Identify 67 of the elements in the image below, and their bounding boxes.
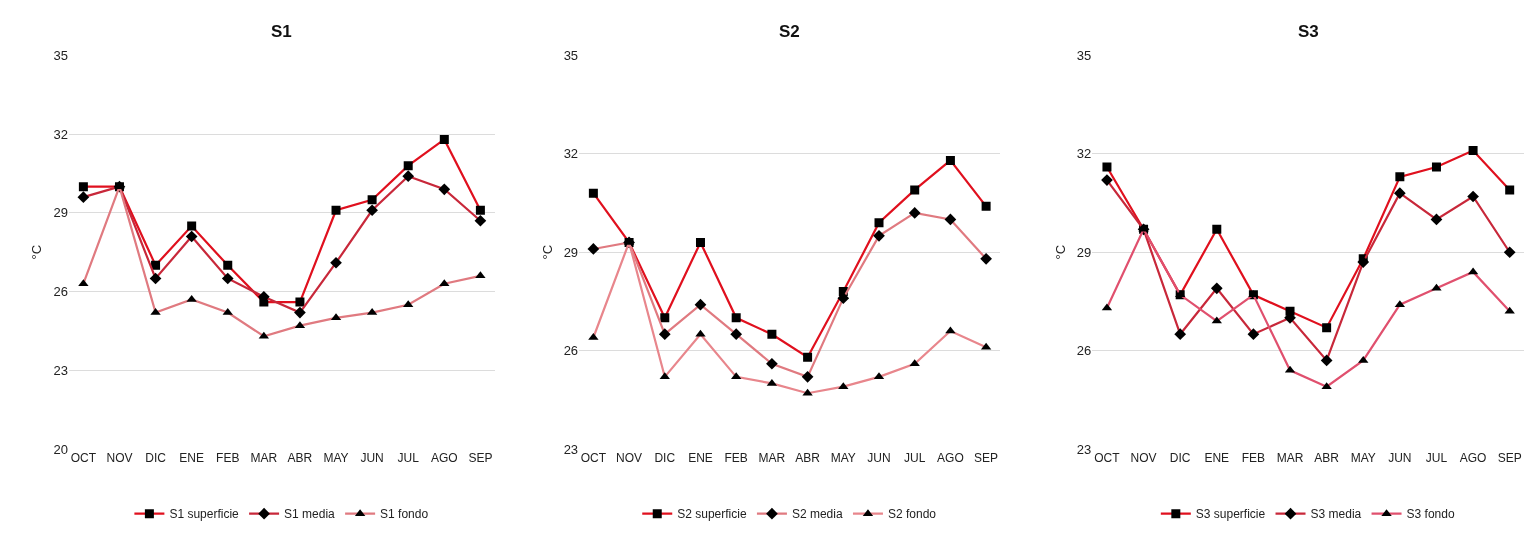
- x-tick-label: MAY: [1350, 450, 1376, 465]
- x-tick-label: ENE: [179, 450, 204, 465]
- x-tick-label: JUN: [360, 450, 384, 465]
- x-tick-label: OCT: [70, 450, 97, 465]
- x-tick-label: NOV: [106, 450, 133, 465]
- y-tick-label: 29: [1076, 244, 1092, 260]
- y-axis-title: °C: [29, 244, 45, 260]
- x-tick-label: SEP: [1497, 450, 1522, 465]
- y-tick-label: 26: [53, 284, 68, 300]
- x-tick-label: DIC: [654, 450, 676, 465]
- legend-label: S1 superficie: [169, 507, 240, 522]
- x-tick-label: DIC: [145, 450, 167, 465]
- x-tick-label: ENE: [688, 450, 713, 465]
- y-tick-label: 20: [53, 441, 68, 457]
- x-tick-label: MAR: [1276, 450, 1304, 465]
- x-tick-label: ABR: [1314, 450, 1340, 465]
- y-tick-label: 23: [1076, 441, 1092, 457]
- y-tick-label: 29: [563, 244, 579, 260]
- chart-title: S2: [779, 22, 800, 41]
- x-tick-label: FEB: [724, 450, 748, 465]
- chart-title: S3: [1298, 22, 1319, 41]
- x-tick-label: JUN: [1388, 450, 1412, 465]
- y-tick-label: 23: [563, 441, 579, 457]
- y-tick-label: 35: [563, 48, 579, 64]
- x-tick-label: JUL: [397, 450, 420, 465]
- x-tick-label: ABR: [287, 450, 313, 465]
- x-tick-label: JUL: [904, 450, 926, 465]
- x-tick-label: FEB: [216, 450, 240, 465]
- x-tick-label: NOV: [1130, 450, 1157, 465]
- legend-label: S3 media: [1310, 507, 1362, 522]
- y-tick-label: 26: [1076, 343, 1092, 359]
- x-tick-label: AGO: [937, 450, 964, 465]
- legend-label: S2 superficie: [677, 507, 747, 522]
- x-tick-label: NOV: [616, 450, 643, 465]
- legend-label: S1 media: [284, 507, 336, 522]
- x-tick-label: ABR: [795, 450, 821, 465]
- legend-label: S3 superficie: [1195, 507, 1266, 522]
- x-tick-label: MAR: [758, 450, 786, 465]
- legend-label: S3 fondo: [1406, 507, 1455, 522]
- y-tick-label: 32: [1076, 146, 1092, 162]
- y-axis-title: °C: [1052, 244, 1068, 260]
- y-tick-label: 32: [563, 146, 579, 162]
- x-tick-label: MAY: [830, 450, 856, 465]
- x-tick-label: JUN: [867, 450, 891, 465]
- y-tick-label: 32: [53, 126, 68, 142]
- y-axis-title: °C: [539, 244, 555, 260]
- legend-label: S1 fondo: [380, 507, 429, 522]
- x-tick-label: MAR: [250, 450, 278, 465]
- legend-label: S2 media: [791, 507, 843, 522]
- x-tick-label: SEP: [468, 450, 493, 465]
- y-tick-label: 26: [563, 343, 579, 359]
- x-tick-label: OCT: [1094, 450, 1121, 465]
- y-tick-label: 35: [53, 48, 68, 64]
- chart-title: S1: [271, 22, 292, 41]
- x-tick-label: FEB: [1241, 450, 1266, 465]
- x-tick-label: AGO: [1459, 450, 1487, 465]
- y-tick-label: 35: [1076, 48, 1092, 64]
- x-tick-label: SEP: [974, 450, 999, 465]
- y-tick-label: 29: [53, 205, 68, 221]
- legend-label: S2 fondo: [887, 507, 937, 522]
- x-tick-label: MAY: [323, 450, 349, 465]
- y-tick-label: 23: [53, 362, 68, 378]
- x-tick-label: JUL: [1425, 450, 1448, 465]
- x-tick-label: OCT: [580, 450, 607, 465]
- x-tick-label: ENE: [1204, 450, 1230, 465]
- x-tick-label: AGO: [430, 450, 458, 465]
- x-tick-label: DIC: [1169, 450, 1191, 465]
